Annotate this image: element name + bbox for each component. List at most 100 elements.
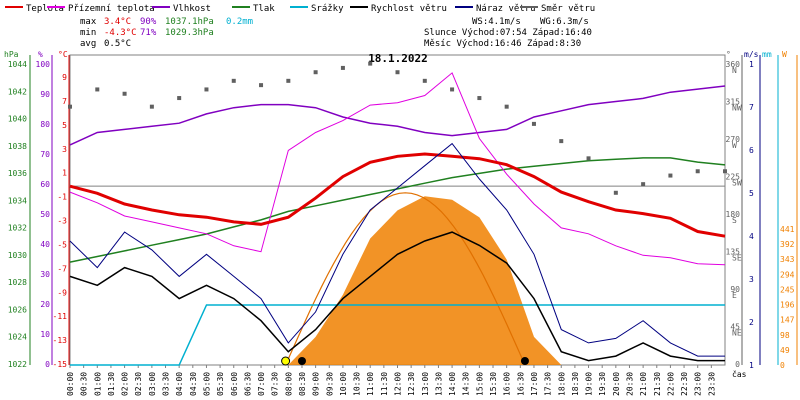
legend-swatch xyxy=(152,6,170,8)
wind-direction-point xyxy=(477,96,482,101)
x-tick-label: 04:30 xyxy=(189,372,198,396)
x-tick-label: 00:00 xyxy=(66,372,75,396)
x-tick-label: 18:30 xyxy=(571,372,580,396)
series-teplota-line xyxy=(69,152,726,238)
x-tick-label: 16:30 xyxy=(516,372,525,396)
x-tick-label: 21:30 xyxy=(653,372,662,396)
x-tick-label: 10:30 xyxy=(353,372,362,396)
tick-label-hpa_ticks: 1024 xyxy=(8,333,27,342)
tick-label-ms_ticks: 7 xyxy=(749,103,754,112)
series-p-zemn-teplota-line xyxy=(69,72,726,266)
stat-label: avg xyxy=(80,39,96,49)
tick-label-w_ticks: 343 xyxy=(780,255,795,264)
wind-direction-point xyxy=(204,87,209,92)
tick-label-hpa_ticks: 1030 xyxy=(8,251,27,260)
tick-label-pct_ticks: 50 xyxy=(40,210,50,219)
x-tick-label: 12:00 xyxy=(394,372,403,396)
wind-direction-point xyxy=(723,169,727,174)
tick-label-w_ticks: 294 xyxy=(780,270,795,279)
tick-label-hpa_ticks: 1040 xyxy=(8,115,27,124)
axis-title-x: čas xyxy=(732,369,747,379)
tick-label-temp_ticks: -1 xyxy=(57,193,67,202)
wind-direction-point xyxy=(668,173,673,178)
tick-label-ms_ticks: 5 xyxy=(749,189,754,198)
x-tick-label: 22:30 xyxy=(680,372,689,396)
tick-label-w_ticks: 147 xyxy=(780,316,795,325)
axis-title-ms: m/s xyxy=(744,50,759,59)
chart-title: 18.1.2022 xyxy=(368,52,428,65)
tick-label-temp_ticks: -5 xyxy=(57,240,67,249)
x-tick-label: 07:30 xyxy=(271,372,280,396)
tick-label-w_ticks: 49 xyxy=(780,346,790,355)
tick-label-temp_ticks: -11 xyxy=(53,312,68,321)
x-tick-label: 13:00 xyxy=(421,372,430,396)
legend-label: Srážky xyxy=(311,4,344,14)
tick-label-pct_ticks: 100 xyxy=(36,60,51,69)
sun-times: Slunce Východ:07:54 Západ:16:40 xyxy=(424,28,592,38)
x-tick-label: 07:00 xyxy=(257,372,266,396)
x-tick-label: 12:30 xyxy=(407,372,416,396)
wind-direction-point xyxy=(177,96,182,101)
series-tlak-line xyxy=(69,157,726,263)
tick-label-dir: SE xyxy=(732,254,742,263)
wind-direction-point xyxy=(559,139,564,144)
series-sr-ky-line xyxy=(70,304,725,366)
stat-humidity: 90% xyxy=(140,17,157,27)
legend-label: Teplota xyxy=(26,4,64,14)
tick-label-hpa_ticks: 1044 xyxy=(8,60,27,69)
tick-label-deg_ticks: 315 xyxy=(726,98,741,107)
wind-direction-point xyxy=(695,169,700,174)
legend: Teplota Přízemní teplota Vlhkost Tlak Srážky… xyxy=(5,4,595,14)
tick-label-pct_ticks: 80 xyxy=(40,120,50,129)
stat-rain: 0.2mm xyxy=(226,17,253,27)
legend-label: Přízemní teplota xyxy=(68,4,155,14)
tick-label-temp_ticks: 3 xyxy=(62,145,67,154)
tick-label-w_ticks: 245 xyxy=(780,285,795,294)
series-rychlost-v-tru-line xyxy=(69,231,725,362)
tick-label-dir: N xyxy=(732,66,737,75)
tick-label-hpa_ticks: 1028 xyxy=(8,278,27,287)
wind-direction-point xyxy=(313,70,318,75)
x-tick-label: 20:00 xyxy=(612,372,621,396)
series-vlhkost-line xyxy=(69,85,726,146)
axis-title-hpa: hPa xyxy=(4,50,19,59)
x-tick-label: 15:00 xyxy=(475,372,484,396)
x-tick-label: 08:30 xyxy=(298,372,307,396)
axis-title-pct: % xyxy=(38,50,43,59)
wind-direction-point xyxy=(149,104,154,109)
tick-label-temp_ticks: 7 xyxy=(62,97,67,106)
tick-label-hpa_ticks: 1026 xyxy=(8,305,27,314)
x-tick-label: 09:00 xyxy=(312,372,321,396)
wind-direction-point xyxy=(286,78,291,83)
tick-label-deg_ticks: 135 xyxy=(726,248,741,257)
legend-swatch xyxy=(520,6,538,8)
tick-label-hpa_ticks: 1038 xyxy=(8,142,27,151)
x-tick-label: 21:00 xyxy=(639,372,648,396)
moon-times: Měsíc Východ:16:46 Západ:8:30 xyxy=(424,39,581,49)
tick-label-temp_ticks: 9 xyxy=(62,73,67,82)
stats-panel: max 3.4°C 90% 1037.1hPa 0.2mm min -4.3°C 71% 102… xyxy=(80,17,592,49)
x-tick-label: 10:00 xyxy=(339,372,348,396)
x-tick-label: 01:30 xyxy=(107,372,116,396)
wind-direction-point xyxy=(368,61,373,66)
x-tick-label: 19:00 xyxy=(585,372,594,396)
stat-temp: -4.3°C xyxy=(104,28,137,38)
tick-label-pct_ticks: 20 xyxy=(40,300,50,309)
legend-swatch xyxy=(290,6,308,8)
tick-label-pct_ticks: 30 xyxy=(40,270,50,279)
tick-label-hpa_ticks: 1034 xyxy=(8,196,27,205)
tick-label-pct_ticks: 0 xyxy=(45,360,50,369)
tick-label-ms_ticks: 6 xyxy=(749,146,754,155)
legend-swatch xyxy=(5,6,23,8)
tick-label-deg_ticks: 270 xyxy=(726,135,741,144)
stat-temp: 0.5°C xyxy=(104,39,131,49)
tick-label-hpa_ticks: 1032 xyxy=(8,224,27,233)
x-tick-label: 16:00 xyxy=(503,372,512,396)
tick-label-dir: NW xyxy=(732,104,742,113)
plot-area xyxy=(68,61,727,366)
tick-label-w_ticks: 441 xyxy=(780,225,795,234)
x-tick-label: 06:30 xyxy=(243,372,252,396)
tick-label-temp_ticks: -7 xyxy=(57,264,67,273)
tick-label-ms_ticks: 2 xyxy=(749,318,754,327)
